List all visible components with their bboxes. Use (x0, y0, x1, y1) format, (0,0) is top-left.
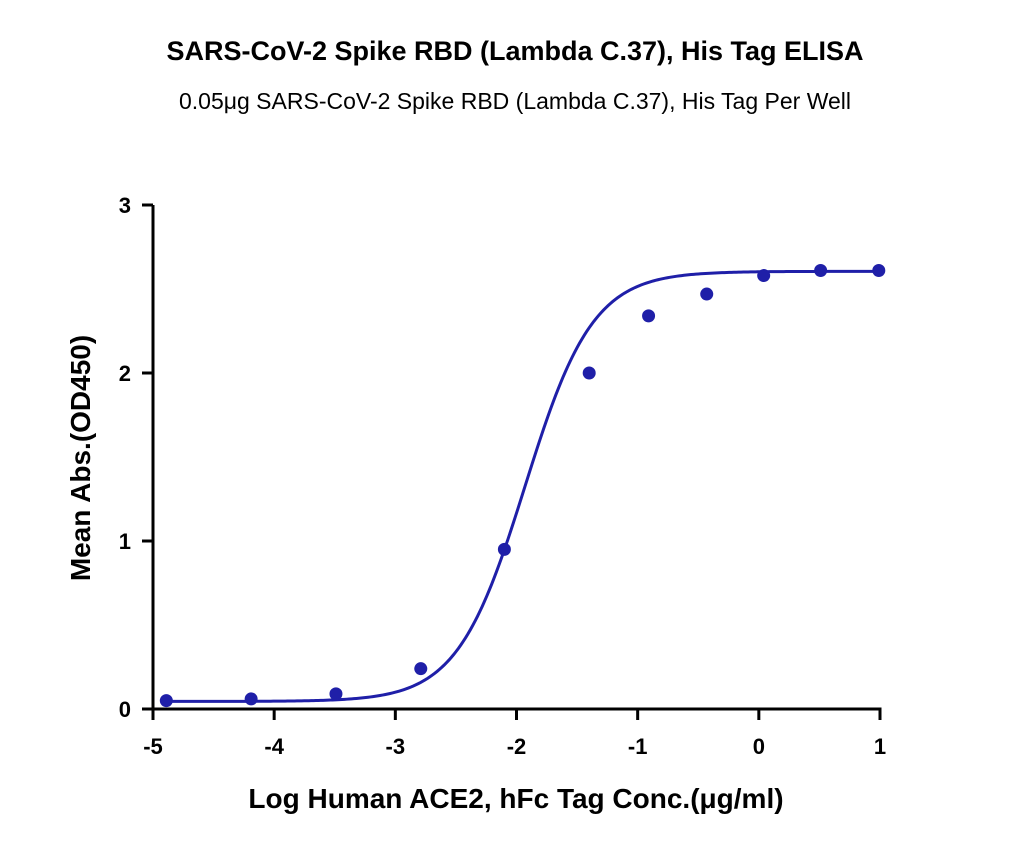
data-point (872, 264, 886, 278)
data-point (159, 694, 173, 708)
data-point (497, 542, 511, 556)
y-tick-label: 1 (119, 529, 131, 554)
data-point (814, 264, 828, 278)
axes: -5 -4 -3 -2 -1 0 1 0 1 2 3 (119, 193, 886, 759)
data-points-layer (159, 264, 886, 708)
x-axis-label: Log Human ACE2, hFc Tag Conc.(μg/ml) (248, 783, 783, 814)
chart-title: SARS-CoV-2 Spike RBD (Lambda C.37), His … (166, 36, 864, 66)
y-tick-label: 3 (119, 193, 131, 218)
x-tick-label: -5 (143, 734, 163, 759)
data-point (642, 309, 656, 323)
x-tick-label: -4 (264, 734, 284, 759)
fit-curve-layer (166, 269, 879, 703)
fit-curve (166, 269, 879, 703)
y-tick-label: 2 (119, 361, 131, 386)
data-point (414, 662, 428, 676)
x-tick-label: -1 (628, 734, 648, 759)
x-tick-label: -3 (386, 734, 406, 759)
data-point (700, 287, 714, 301)
data-point (757, 269, 771, 283)
data-point (582, 366, 596, 380)
y-tick-label: 0 (119, 697, 131, 722)
x-tick-label: 0 (753, 734, 765, 759)
x-tick-label: 1 (874, 734, 886, 759)
data-point (244, 692, 258, 706)
chart-subtitle: 0.05μg SARS-CoV-2 Spike RBD (Lambda C.37… (178, 88, 852, 114)
y-axis-label: Mean Abs.(OD450) (65, 335, 96, 581)
data-point (329, 687, 343, 701)
x-tick-label: -2 (507, 734, 527, 759)
